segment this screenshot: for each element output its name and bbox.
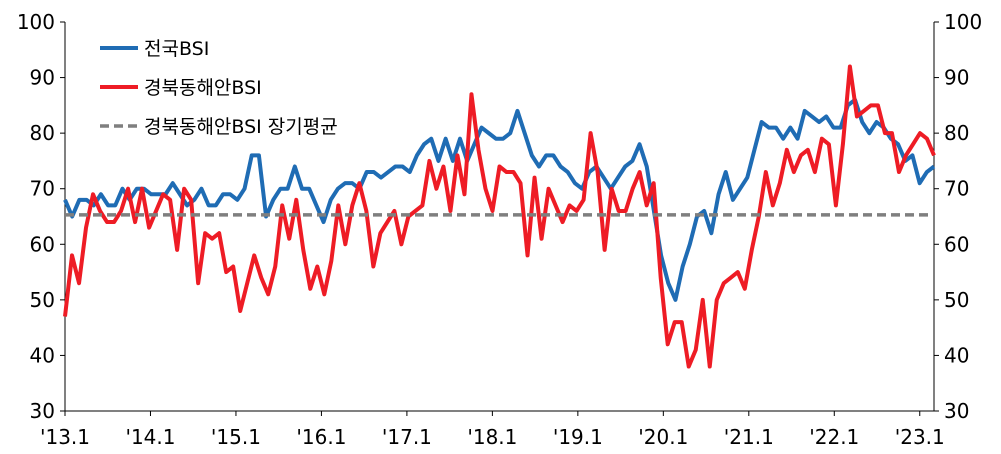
x-tick-label: '13.1 (40, 425, 90, 449)
x-tick-label: '20.1 (638, 425, 688, 449)
y-tick-label-left: 60 (30, 232, 55, 256)
x-tick-label: '17.1 (382, 425, 432, 449)
x-tick-label: '18.1 (467, 425, 517, 449)
y-tick-label-left: 100 (17, 10, 55, 34)
x-tick-label: '19.1 (553, 425, 603, 449)
y-tick-label-left: 40 (30, 343, 55, 367)
x-tick-label: '16.1 (296, 425, 346, 449)
y-tick-label-left: 80 (30, 121, 55, 145)
legend-label-1: 전국BSI (144, 38, 209, 60)
x-tick-label: '21.1 (724, 425, 774, 449)
y-tick-label-right: 50 (944, 288, 969, 312)
y-tick-label-left: 30 (30, 399, 55, 423)
legend-label-3: 경북동해안BSI 장기평균 (144, 116, 338, 138)
x-tick-label: '23.1 (895, 425, 945, 449)
y-tick-label-right: 70 (944, 177, 969, 201)
x-tick-label: '14.1 (125, 425, 175, 449)
legend-label-2: 경북동해안BSI (144, 77, 262, 99)
y-tick-label-left: 90 (30, 66, 55, 90)
y-tick-label-right: 30 (944, 399, 969, 423)
y-tick-label-right: 40 (944, 343, 969, 367)
series-line-2 (63, 64, 936, 369)
y-tick-label-right: 90 (944, 66, 969, 90)
x-tick-label: '15.1 (211, 425, 261, 449)
y-tick-label-left: 50 (30, 288, 55, 312)
y-tick-label-right: 60 (944, 232, 969, 256)
y-tick-label-right: 80 (944, 121, 969, 145)
x-tick-label: '22.1 (809, 425, 859, 449)
y-tick-label-right: 100 (944, 10, 982, 34)
series-line-1 (63, 97, 936, 302)
y-tick-label-left: 70 (30, 177, 55, 201)
